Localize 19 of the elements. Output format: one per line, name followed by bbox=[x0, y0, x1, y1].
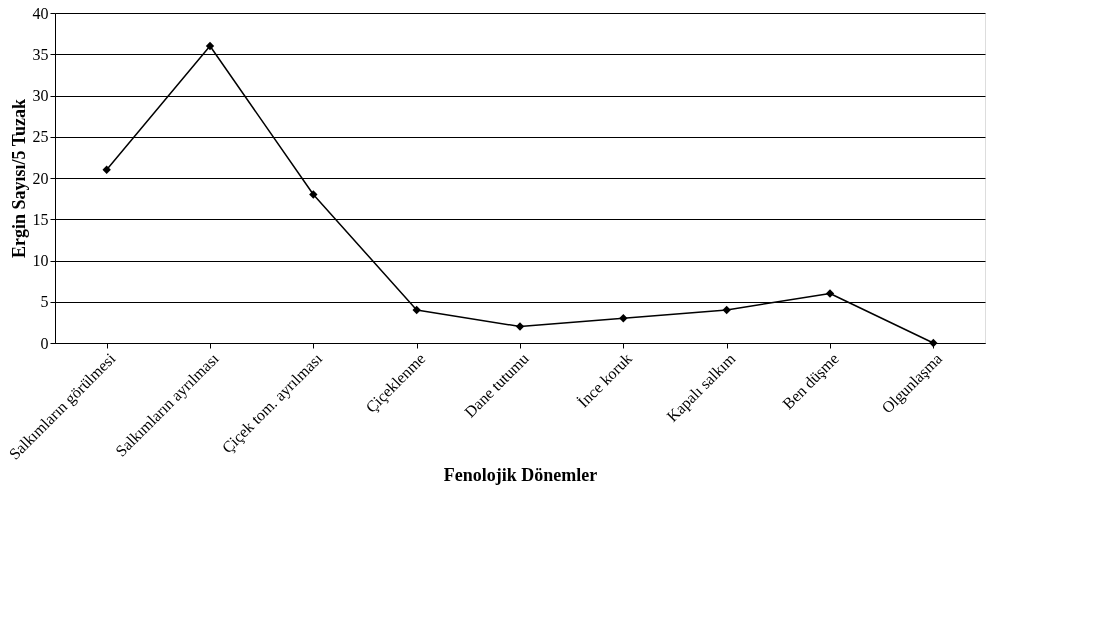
y-axis-title: Ergin Sayısı/5 Tuzak bbox=[8, 98, 29, 259]
y-tick-label: 20 bbox=[32, 169, 49, 187]
y-tick-label: 35 bbox=[32, 45, 49, 63]
y-tick-label: 10 bbox=[32, 252, 49, 269]
y-tick-label: 25 bbox=[32, 128, 49, 146]
point bbox=[619, 314, 628, 323]
y-tick-label: 0 bbox=[40, 334, 49, 352]
point bbox=[722, 305, 731, 315]
y-tick-label: 40 bbox=[32, 4, 49, 22]
y-tick-label: 5 bbox=[40, 293, 49, 311]
point bbox=[515, 322, 525, 331]
x-axis-title: Fenolojik Dönemler bbox=[443, 464, 598, 485]
point bbox=[825, 289, 835, 298]
y-tick-label: 30 bbox=[32, 87, 49, 104]
y-tick-label: 15 bbox=[32, 210, 49, 228]
point bbox=[412, 305, 421, 315]
point bbox=[102, 165, 111, 174]
point bbox=[309, 190, 318, 199]
point bbox=[205, 41, 215, 51]
